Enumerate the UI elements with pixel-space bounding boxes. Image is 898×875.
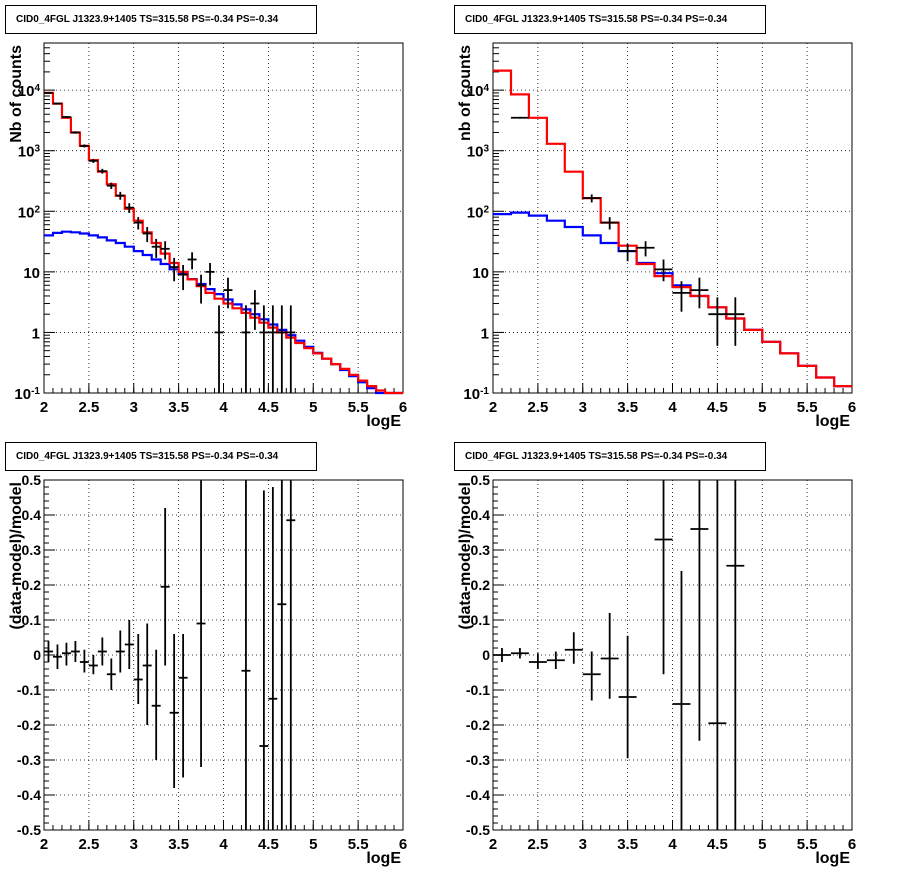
- y-tick-label: 103: [467, 143, 490, 161]
- x-tick-label: 3: [579, 836, 587, 853]
- chart-title: CID0_4FGL J1323.9+1405 TS=315.58 PS=-0.3…: [5, 442, 317, 471]
- y-axis-title: (data-model)/model: [457, 482, 474, 630]
- x-tick-label: 4: [668, 836, 677, 853]
- y-axis-title: Nb of counts: [8, 45, 25, 143]
- y-tick-label: 0.2: [22, 577, 42, 593]
- chart-panel-top-left: 2 2.5 3 3.5 4 4.5 5 5.5 6 10-1 1 10 102 103 104 logE Nb …: [0, 0, 449, 437]
- plot-frame: [43, 42, 404, 394]
- x-axis-title: logE: [366, 850, 401, 867]
- plot-frame: [492, 42, 853, 394]
- chart-title: CID0_4FGL J1323.9+1405 TS=315.58 PS=-0.3…: [454, 5, 766, 34]
- chart-panel-top-right: 2 2.5 3 3.5 4 4.5 5 5.5 6 10-1 1 10 102 103 104 logE nb …: [449, 0, 898, 437]
- x-tick-label: 4.5: [258, 836, 279, 853]
- y-tick-label: 10-1: [14, 386, 40, 404]
- x-tick-label: 2.5: [78, 836, 99, 853]
- y-axis-title: nb of counts: [457, 45, 474, 141]
- x-tick-label: 6: [399, 399, 407, 416]
- chart-panel-bottom-left: 2 2.5 3 3.5 4 4.5 5 5.5 6 -0.5 -0.4 -0.3 -0.2 -0.1 0 0.…: [0, 437, 449, 874]
- chart-title: CID0_4FGL J1323.9+1405 TS=315.58 PS=-0.3…: [5, 5, 317, 34]
- y-tick-label: 0.4: [22, 507, 42, 523]
- y-tick-label: 1: [32, 325, 40, 342]
- x-axis-title: logE: [815, 413, 850, 430]
- x-tick-label: 3.5: [168, 836, 189, 853]
- x-tick-label: 3: [130, 836, 138, 853]
- counts-chart-right: 2 2.5 3 3.5 4 4.5 5 5.5 6 10-1 1 10 102 103 104 logE nb …: [457, 42, 856, 430]
- y-tick-label: 102: [18, 204, 41, 222]
- x-tick-label: 3.5: [168, 399, 189, 416]
- y-tick-label: 104: [18, 83, 41, 101]
- y-axis-title: (data-model)/model: [8, 482, 25, 630]
- x-tick-label: 6: [399, 836, 407, 853]
- counts-chart-left: 2 2.5 3 3.5 4 4.5 5 5.5 6 10-1 1 10 102 103 104 logE Nb …: [8, 42, 407, 430]
- chart-title: CID0_4FGL J1323.9+1405 TS=315.58 PS=-0.3…: [454, 442, 766, 471]
- x-tick-label: 6: [848, 836, 856, 853]
- x-tick-label: 5.5: [797, 836, 818, 853]
- x-tick-label: 3: [579, 399, 587, 416]
- y-tick-label: 104: [467, 83, 490, 101]
- x-tick-label: 4: [219, 399, 228, 416]
- x-tick-label: 5.5: [348, 399, 369, 416]
- residual-chart-left: 2 2.5 3 3.5 4 4.5 5 5.5 6 -0.5 -0.4 -0.3 -0.2 -0.1 0 0.…: [8, 472, 407, 867]
- y-tick-label: 0.2: [471, 577, 491, 593]
- y-tick-label: -0.4: [466, 787, 490, 803]
- y-tick-label: 10: [472, 265, 489, 282]
- x-tick-label: 2: [40, 399, 48, 416]
- x-tick-label: 4.5: [258, 399, 279, 416]
- chart-panel-bottom-right: 2 2.5 3 3.5 4 4.5 5 5.5 6 -0.5 -0.4 -0.3 -0.2 -0.1 0 0.…: [449, 437, 898, 874]
- x-tick-label: 3: [130, 399, 138, 416]
- x-tick-label: 2: [489, 836, 497, 853]
- y-tick-label: -0.1: [17, 682, 41, 698]
- y-tick-label: -0.2: [17, 717, 41, 733]
- y-tick-label: -0.4: [17, 787, 41, 803]
- x-tick-label: 3.5: [617, 836, 638, 853]
- y-tick-label: -0.3: [17, 752, 41, 768]
- y-tick-label: 0.3: [22, 542, 42, 558]
- x-axis-title: logE: [815, 850, 850, 867]
- y-tick-label: 0: [482, 647, 490, 663]
- plot-frame: [43, 479, 404, 831]
- x-tick-label: 4: [668, 399, 677, 416]
- y-tick-label: 0.5: [471, 472, 491, 488]
- x-tick-label: 2.5: [527, 399, 548, 416]
- x-tick-label: 4.5: [707, 399, 728, 416]
- y-tick-label: -0.5: [17, 822, 41, 838]
- x-tick-label: 5: [758, 836, 766, 853]
- y-tick-label: 10-1: [463, 386, 489, 404]
- x-tick-label: 2: [489, 399, 497, 416]
- x-tick-label: 5: [309, 399, 317, 416]
- x-tick-label: 5: [758, 399, 766, 416]
- x-tick-label: 2.5: [78, 399, 99, 416]
- x-tick-label: 2: [40, 836, 48, 853]
- x-tick-label: 5.5: [348, 836, 369, 853]
- y-tick-label: 0: [33, 647, 41, 663]
- total_model-histogram: [493, 69, 852, 388]
- y-tick-label: 0.3: [471, 542, 491, 558]
- x-tick-label: 4: [219, 836, 228, 853]
- y-tick-label: 1: [481, 325, 489, 342]
- y-tick-label: -0.1: [466, 682, 490, 698]
- x-tick-label: 2.5: [527, 836, 548, 853]
- x-tick-label: 6: [848, 399, 856, 416]
- y-tick-label: 10: [23, 265, 40, 282]
- y-tick-label: -0.2: [466, 717, 490, 733]
- y-tick-label: 0.1: [22, 612, 42, 628]
- y-tick-label: 102: [467, 204, 490, 222]
- y-tick-label: -0.3: [466, 752, 490, 768]
- y-tick-label: 103: [18, 143, 41, 161]
- residual-chart-right: 2 2.5 3 3.5 4 4.5 5 5.5 6 -0.5 -0.4 -0.3 -0.2 -0.1 0 0.…: [457, 472, 856, 867]
- x-tick-label: 3.5: [617, 399, 638, 416]
- y-tick-label: 0.4: [471, 507, 491, 523]
- x-tick-label: 5: [309, 836, 317, 853]
- y-tick-label: 0.5: [22, 472, 42, 488]
- y-tick-label: -0.5: [466, 822, 490, 838]
- y-tick-label: 0.1: [471, 612, 491, 628]
- x-tick-label: 4.5: [707, 836, 728, 853]
- x-axis-title: logE: [366, 413, 401, 430]
- x-tick-label: 5.5: [797, 399, 818, 416]
